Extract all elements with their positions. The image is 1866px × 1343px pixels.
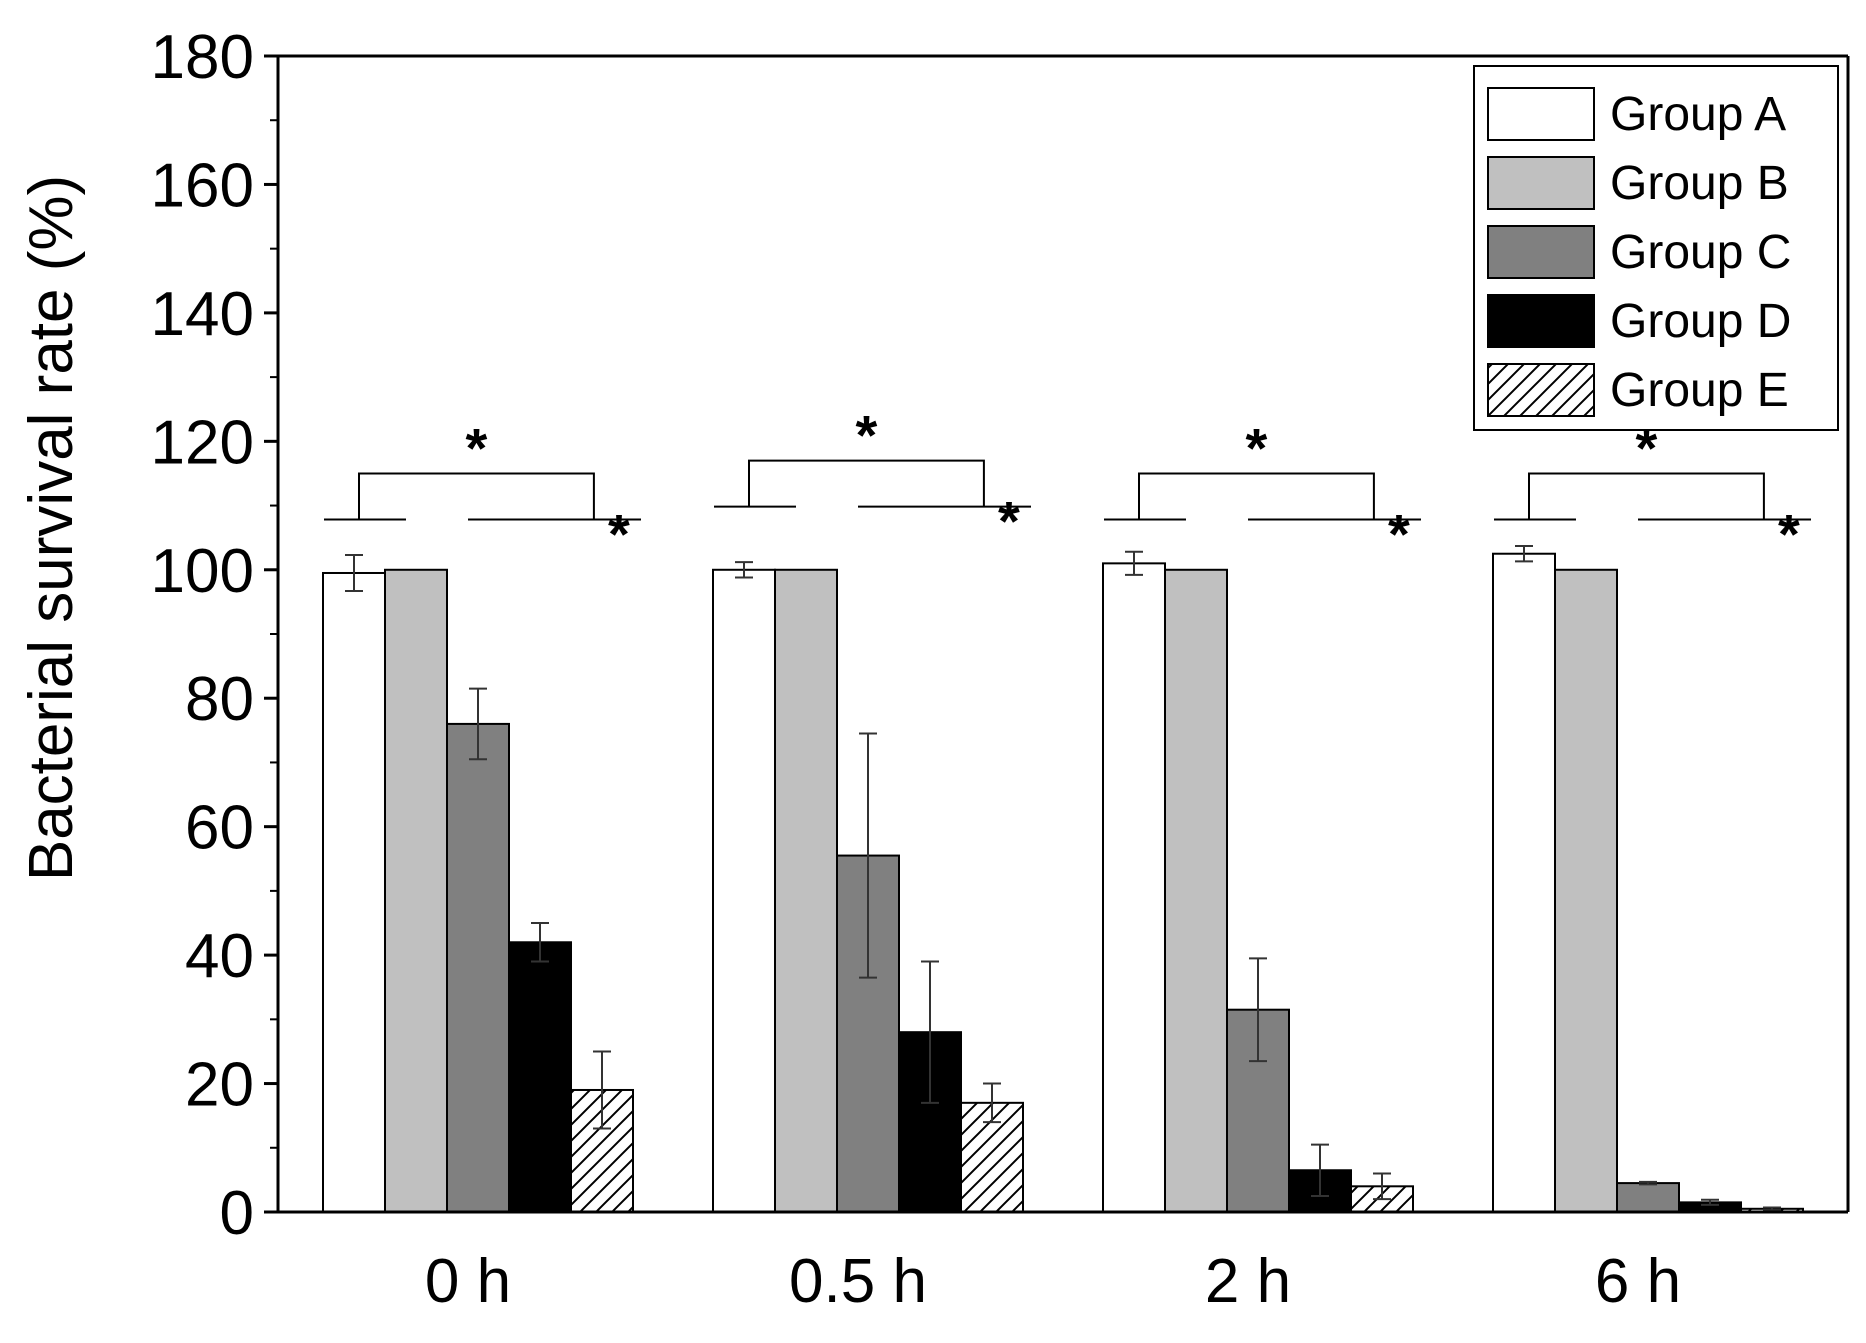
x-category-label-3: 6 h xyxy=(1595,1247,1681,1316)
y-tick-label-100: 100 xyxy=(151,537,254,606)
x-category-label-2: 2 h xyxy=(1205,1247,1291,1316)
sig-star-right-0: * xyxy=(608,502,630,565)
sig-bracket-2 xyxy=(1138,472,1375,520)
sig-star-right-3: * xyxy=(1778,502,1800,565)
y-tick-label-20: 20 xyxy=(185,1051,254,1120)
bar-group-b-2 xyxy=(1164,568,1228,1213)
y-axis-title: Bacterial survival rate (%) xyxy=(17,175,86,881)
bar-group-b-3 xyxy=(1554,568,1618,1213)
bar-group-a-2 xyxy=(1102,562,1166,1213)
sig-bracket-3 xyxy=(1528,472,1765,520)
legend-label-3: Group D xyxy=(1610,295,1791,348)
bar-group-a-3 xyxy=(1492,552,1556,1213)
sig-star-top-0: * xyxy=(466,416,488,479)
y-tick-label-80: 80 xyxy=(185,665,254,734)
axes: 0 20 40 60 80 100 120 140 160 180 0 h 0.5 h 2 h 6 h xyxy=(151,23,1850,1316)
bar-group-a-1 xyxy=(712,568,776,1213)
x-category-label-0: 0 h xyxy=(425,1247,511,1316)
legend-swatch-4 xyxy=(1487,363,1595,417)
sig-star-right-1: * xyxy=(998,490,1020,553)
y-tick-label-180: 180 xyxy=(151,23,254,92)
sig-star-top-2: * xyxy=(1246,416,1268,479)
x-category-label-1: 0.5 h xyxy=(789,1247,927,1316)
legend-label-2: Group C xyxy=(1610,226,1791,279)
legend-swatch-3 xyxy=(1487,294,1595,348)
legend-swatch-1 xyxy=(1487,156,1595,210)
legend-swatch-2 xyxy=(1487,225,1595,279)
y-tick-label-40: 40 xyxy=(185,922,254,991)
y-tick-label-0: 0 xyxy=(220,1179,254,1248)
sig-star-right-2: * xyxy=(1388,502,1410,565)
bar-group-a-0 xyxy=(322,571,386,1213)
legend-label-0: Group A xyxy=(1610,88,1786,141)
y-tick-label-60: 60 xyxy=(185,794,254,863)
y-tick-label-160: 160 xyxy=(151,151,254,220)
legend-label-1: Group B xyxy=(1610,157,1789,210)
y-tick-label-140: 140 xyxy=(151,280,254,349)
bar-group-c-3 xyxy=(1616,1182,1680,1213)
legend-swatch-0 xyxy=(1487,87,1595,141)
legend: Group A Group B Group C Group D Group E xyxy=(1473,65,1839,431)
legend-label-4: Group E xyxy=(1610,364,1789,417)
sig-star-top-3: * xyxy=(1636,416,1658,479)
sig-bracket-1 xyxy=(748,459,985,507)
sig-star-top-1: * xyxy=(856,404,878,467)
plot-marks: * * * * * * * * xyxy=(322,404,1811,1214)
bar-group-c-0 xyxy=(446,722,510,1214)
bar-group-b-1 xyxy=(774,568,838,1213)
sig-bracket-0 xyxy=(358,472,595,520)
bar-group-d-0 xyxy=(508,941,572,1213)
y-tick-label-120: 120 xyxy=(151,408,254,477)
bar-group-b-0 xyxy=(384,568,448,1213)
